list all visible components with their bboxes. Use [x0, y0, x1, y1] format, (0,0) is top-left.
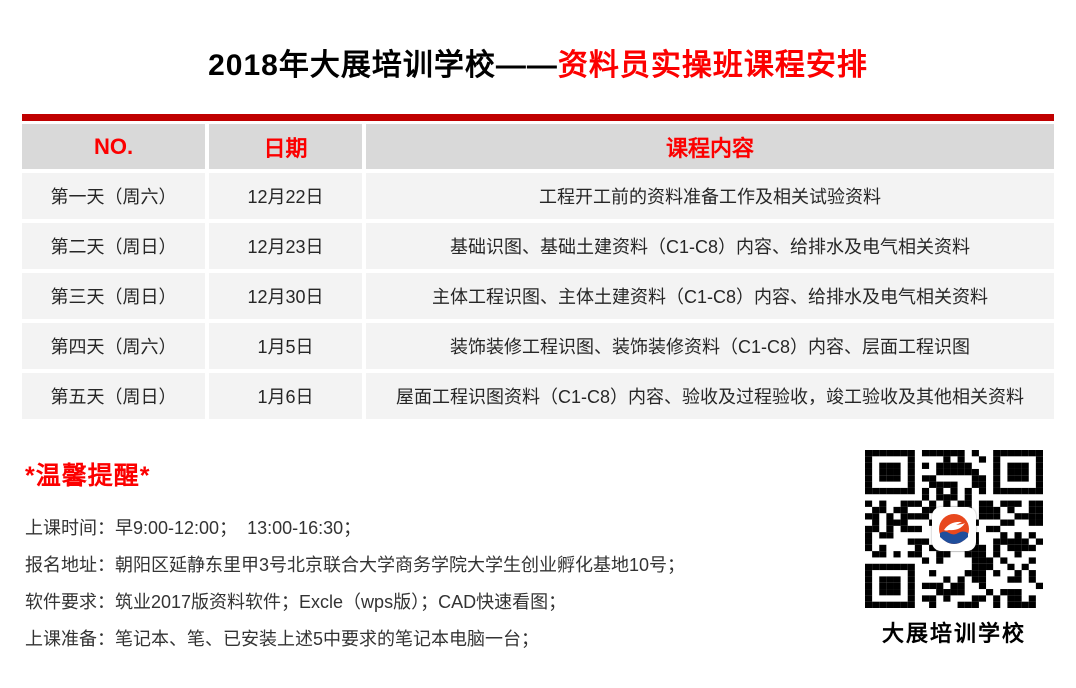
- reminder-section: *温馨提醒* 上课时间：早9:00-12:00； 13:00-16:30； 报名…: [25, 456, 685, 658]
- cell-day: 第四天（周六）: [22, 323, 205, 369]
- software-requirements-line: 软件要求：筑业2017版资料软件；Excle（wps版）；CAD快速看图；: [25, 592, 567, 612]
- table-row: 第五天（周日） 1月6日 屋面工程识图资料（C1-C8）内容、验收及过程验收，竣…: [22, 373, 1054, 419]
- table-body: 第一天（周六） 12月22日 工程开工前的资料准备工作及相关试验资料 第二天（周…: [22, 173, 1054, 419]
- cell-day: 第五天（周日）: [22, 373, 205, 419]
- qr-code-image: [865, 450, 1043, 608]
- table-row: 第四天（周六） 1月5日 装饰装修工程识图、装饰装修资料（C1-C8）内容、层面…: [22, 323, 1054, 369]
- table-header-row: NO. 日期 课程内容: [22, 124, 1054, 169]
- page-title-black: 2018年大展培训学校——: [208, 49, 558, 82]
- cell-day: 第三天（周日）: [22, 273, 205, 319]
- column-header-content: 课程内容: [366, 124, 1054, 169]
- table-row: 第一天（周六） 12月22日 工程开工前的资料准备工作及相关试验资料: [22, 173, 1054, 219]
- cell-content: 屋面工程识图资料（C1-C8）内容、验收及过程验收，竣工验收及其他相关资料: [366, 373, 1054, 419]
- cell-content: 装饰装修工程识图、装饰装修资料（C1-C8）内容、层面工程识图: [366, 323, 1054, 369]
- page-title-red: 资料员实操班课程安排: [557, 49, 868, 82]
- school-logo-icon: [932, 507, 976, 551]
- course-schedule-table: NO. 日期 课程内容 第一天（周六） 12月22日 工程开工前的资料准备工作及…: [22, 114, 1054, 423]
- table-row: 第二天（周日） 12月23日 基础识图、基础土建资料（C1-C8）内容、给排水及…: [22, 223, 1054, 269]
- reminder-heading: *温馨提醒*: [25, 462, 151, 490]
- class-time-line: 上课时间：早9:00-12:00； 13:00-16:30；: [25, 518, 362, 538]
- table-top-accent-bar: [22, 114, 1054, 121]
- column-header-no: NO.: [22, 124, 205, 169]
- registration-address-line: 报名地址：朝阳区延静东里甲3号北京联合大学商务学院大学生创业孵化基地10号；: [25, 555, 686, 575]
- cell-content: 工程开工前的资料准备工作及相关试验资料: [366, 173, 1054, 219]
- cell-day: 第二天（周日）: [22, 223, 205, 269]
- page-title: 2018年大展培训学校——资料员实操班课程安排: [0, 40, 1076, 84]
- table-row: 第三天（周日） 12月30日 主体工程识图、主体土建资料（C1-C8）内容、给排…: [22, 273, 1054, 319]
- cell-day: 第一天（周六）: [22, 173, 205, 219]
- cell-date: 1月6日: [209, 373, 362, 419]
- cell-date: 12月22日: [209, 173, 362, 219]
- cell-date: 1月5日: [209, 323, 362, 369]
- qr-caption: 大展培训学校: [881, 621, 1026, 646]
- cell-date: 12月30日: [209, 273, 362, 319]
- column-header-date: 日期: [209, 124, 362, 169]
- cell-content: 主体工程识图、主体土建资料（C1-C8）内容、给排水及电气相关资料: [366, 273, 1054, 319]
- cell-date: 12月23日: [209, 223, 362, 269]
- qr-code-block: 大展培训学校: [858, 450, 1050, 648]
- cell-content: 基础识图、基础土建资料（C1-C8）内容、给排水及电气相关资料: [366, 223, 1054, 269]
- class-preparation-line: 上课准备：笔记本、笔、已安装上述5中要求的笔记本电脑一台；: [25, 629, 540, 649]
